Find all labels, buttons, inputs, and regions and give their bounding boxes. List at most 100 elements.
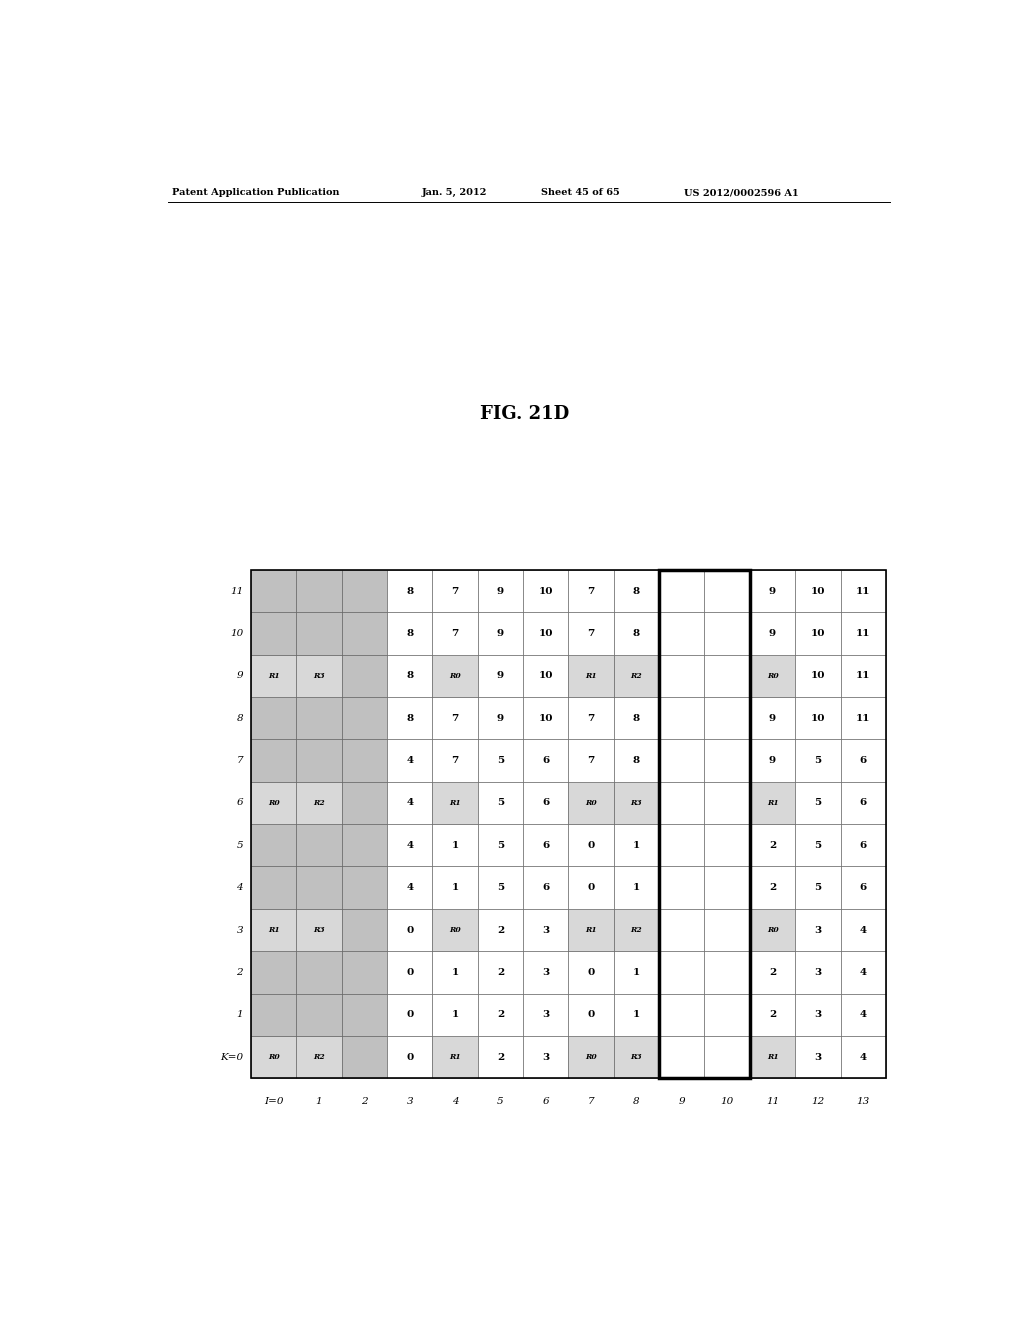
Text: 6: 6 — [542, 841, 550, 850]
Text: 9: 9 — [769, 756, 776, 766]
Text: R0: R0 — [268, 799, 280, 807]
Bar — [478, 909, 523, 952]
Bar — [613, 866, 659, 909]
Text: 1: 1 — [633, 968, 640, 977]
Bar — [750, 866, 796, 909]
Text: R0: R0 — [586, 799, 597, 807]
Text: 4: 4 — [860, 1010, 866, 1019]
Text: 7: 7 — [588, 756, 595, 766]
Bar — [387, 655, 432, 697]
Text: 9: 9 — [679, 1097, 685, 1106]
Text: 5: 5 — [497, 756, 504, 766]
Bar — [296, 655, 342, 697]
Bar — [568, 909, 613, 952]
Bar — [342, 952, 387, 994]
Text: R1: R1 — [450, 1053, 461, 1061]
Bar — [568, 781, 613, 824]
Bar — [387, 866, 432, 909]
Bar — [796, 824, 841, 866]
Text: 7: 7 — [452, 586, 459, 595]
Bar — [342, 612, 387, 655]
Text: 7: 7 — [452, 714, 459, 723]
Bar — [659, 909, 705, 952]
Text: 3: 3 — [814, 925, 821, 935]
Text: 1: 1 — [633, 1010, 640, 1019]
Bar — [568, 824, 613, 866]
Text: R2: R2 — [313, 1053, 325, 1061]
Bar — [613, 697, 659, 739]
Bar — [342, 697, 387, 739]
Bar — [796, 612, 841, 655]
Text: 9: 9 — [237, 672, 243, 680]
Bar — [523, 781, 568, 824]
Bar — [296, 739, 342, 781]
Bar — [296, 570, 342, 612]
Text: 1: 1 — [452, 841, 459, 850]
Bar — [342, 824, 387, 866]
Bar — [296, 655, 342, 697]
Text: 3: 3 — [237, 925, 243, 935]
Bar — [251, 909, 296, 952]
Bar — [750, 739, 796, 781]
Bar — [251, 570, 296, 612]
Text: 6: 6 — [237, 799, 243, 808]
Bar — [342, 866, 387, 909]
Bar — [251, 739, 296, 781]
Text: 2: 2 — [497, 1052, 504, 1061]
Text: 2: 2 — [769, 1010, 776, 1019]
Text: Jan. 5, 2012: Jan. 5, 2012 — [422, 189, 487, 198]
Bar — [432, 824, 478, 866]
Text: 5: 5 — [497, 1097, 504, 1106]
Text: 7: 7 — [588, 1097, 595, 1106]
Text: R2: R2 — [631, 672, 642, 680]
Bar — [841, 824, 886, 866]
Bar — [251, 994, 296, 1036]
Bar — [568, 994, 613, 1036]
Text: 10: 10 — [539, 630, 553, 638]
Text: 2: 2 — [497, 925, 504, 935]
Bar — [750, 824, 796, 866]
Bar — [342, 1036, 387, 1078]
Bar — [523, 697, 568, 739]
Bar — [478, 952, 523, 994]
Bar — [342, 781, 387, 824]
Bar — [251, 952, 296, 994]
Bar — [750, 909, 796, 952]
Bar — [387, 612, 432, 655]
Text: 6: 6 — [859, 883, 867, 892]
Text: K=0: K=0 — [220, 1052, 243, 1061]
Bar — [750, 655, 796, 697]
Bar — [613, 655, 659, 697]
Bar — [613, 781, 659, 824]
Bar — [613, 909, 659, 952]
Bar — [296, 952, 342, 994]
Text: 2: 2 — [769, 883, 776, 892]
Bar — [841, 697, 886, 739]
Bar — [296, 1036, 342, 1078]
Bar — [705, 1036, 750, 1078]
Text: US 2012/0002596 A1: US 2012/0002596 A1 — [684, 189, 798, 198]
Text: 4: 4 — [407, 756, 414, 766]
Text: R0: R0 — [450, 672, 461, 680]
Bar — [432, 952, 478, 994]
Text: 0: 0 — [588, 1010, 595, 1019]
Bar — [750, 697, 796, 739]
Bar — [613, 655, 659, 697]
Bar — [251, 781, 296, 824]
Text: 3: 3 — [543, 968, 549, 977]
Bar — [796, 866, 841, 909]
Bar — [750, 952, 796, 994]
Text: 6: 6 — [859, 841, 867, 850]
Text: 7: 7 — [452, 630, 459, 638]
Text: 6: 6 — [859, 799, 867, 808]
Text: 1: 1 — [633, 883, 640, 892]
Bar — [432, 570, 478, 612]
Text: R1: R1 — [450, 799, 461, 807]
Bar — [750, 781, 796, 824]
Text: 5: 5 — [237, 841, 243, 850]
Bar — [796, 781, 841, 824]
Text: 3: 3 — [814, 968, 821, 977]
Bar — [478, 824, 523, 866]
Bar — [478, 866, 523, 909]
Bar — [568, 866, 613, 909]
